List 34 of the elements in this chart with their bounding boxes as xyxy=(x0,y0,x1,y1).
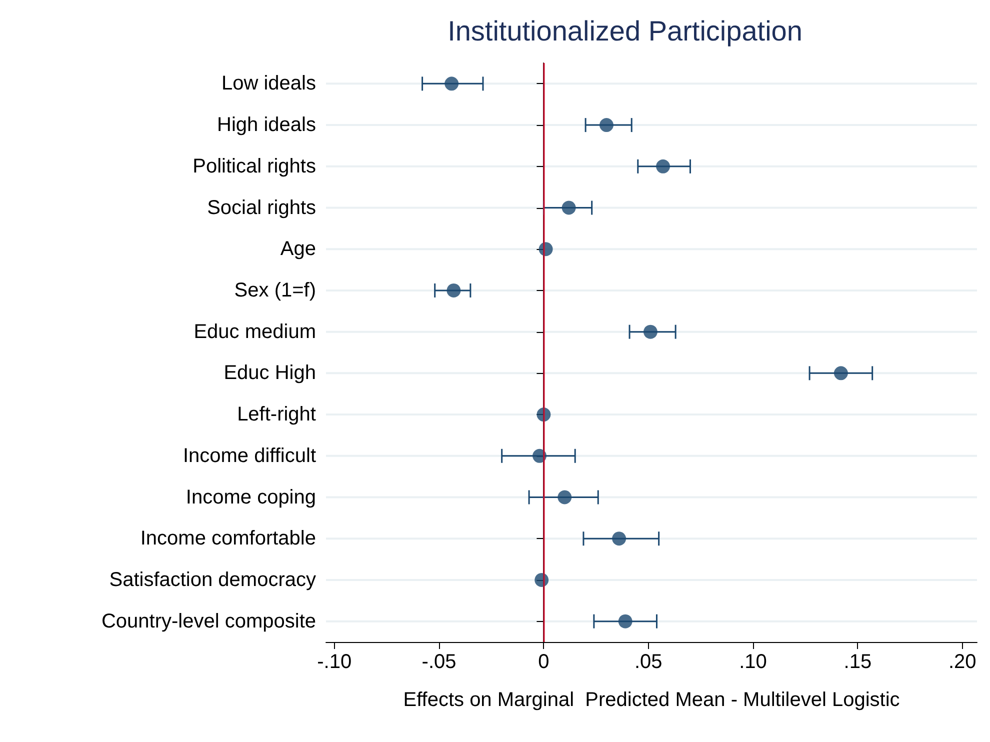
x-tick-label: .05 xyxy=(634,651,662,673)
y-tick-label: Low ideals xyxy=(221,72,316,95)
y-tick-label: Income comfortable xyxy=(140,528,316,550)
y-tick-label: Income difficult xyxy=(182,444,316,467)
y-tick-label: Educ High xyxy=(224,362,316,384)
y-tick-label: Age xyxy=(280,238,316,260)
point xyxy=(656,159,670,174)
x-tick-label: .15 xyxy=(844,651,872,673)
x-tick-label: 0 xyxy=(538,651,550,673)
y-tick-label: Satisfaction democracy xyxy=(109,568,316,591)
point xyxy=(558,490,572,504)
x-tick-label: -.05 xyxy=(422,651,456,673)
y-tick-label: Sex (1=f) xyxy=(234,279,316,302)
point xyxy=(444,76,459,91)
y-tick-label: Educ medium xyxy=(194,320,316,343)
point xyxy=(618,614,632,628)
y-tick-label: Social rights xyxy=(207,196,316,219)
y-tick-label: High ideals xyxy=(217,114,316,136)
point xyxy=(532,448,547,463)
x-tick-label: .10 xyxy=(739,651,767,673)
x-tick-label: .20 xyxy=(948,651,976,673)
point xyxy=(600,118,614,132)
x-tick-label: -.10 xyxy=(317,651,352,673)
y-tick-label: Political rights xyxy=(192,155,316,178)
chart-title: Institutionalized Participation xyxy=(448,16,802,46)
point xyxy=(446,283,461,298)
point xyxy=(834,366,848,380)
x-axis-title: Effects on Marginal Predicted Mean - Multilevel Logistic xyxy=(403,689,900,711)
point xyxy=(562,200,576,215)
y-tick-label: Income coping xyxy=(186,486,316,508)
point xyxy=(612,532,626,546)
y-tick-label: Country-level composite xyxy=(101,610,316,632)
y-tick-label: Left-right xyxy=(237,404,316,426)
point xyxy=(643,324,658,339)
